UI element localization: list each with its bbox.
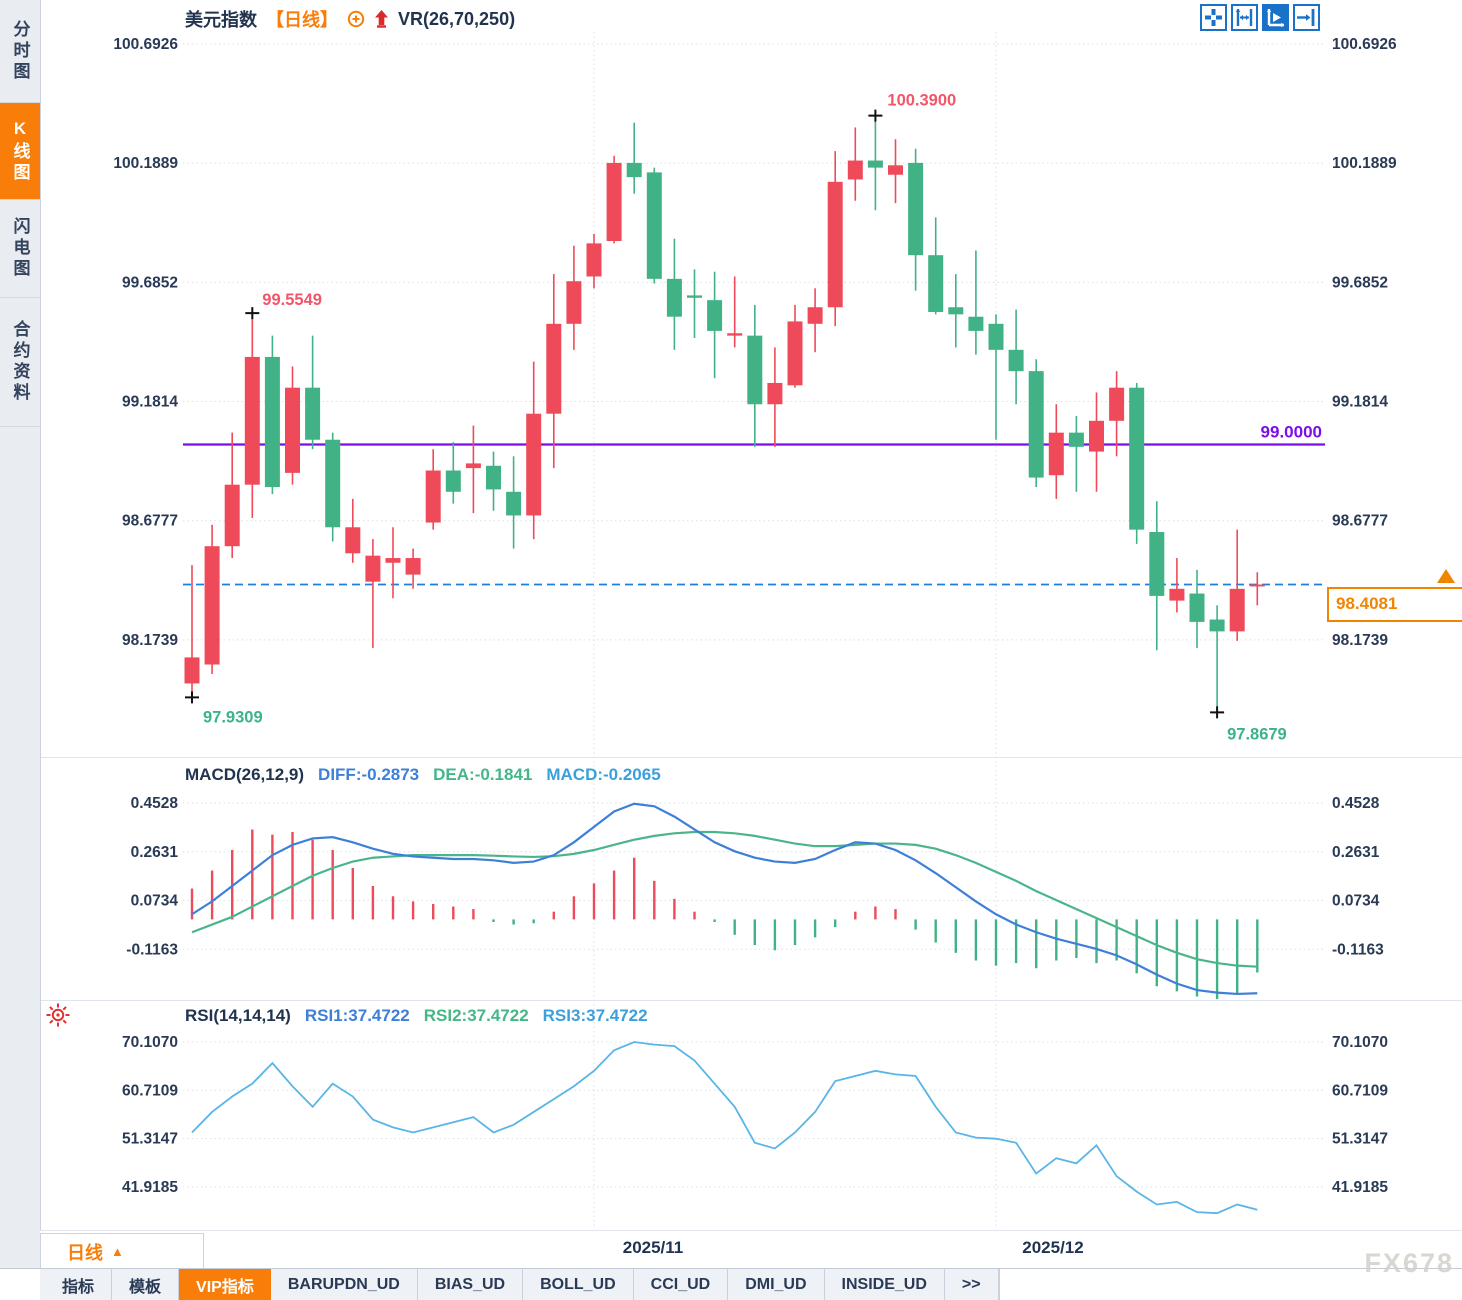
rsi-axis-label: 70.1070 xyxy=(1332,1034,1388,1051)
macd-axis-label: 0.0734 xyxy=(131,893,179,910)
tab-cci-ud[interactable]: CCI_UD xyxy=(634,1269,729,1300)
rsi-axis-label: 41.9185 xyxy=(122,1179,178,1196)
rsi-axis-label: 41.9185 xyxy=(1332,1179,1388,1196)
period-selector-button[interactable]: 日线 ▲ xyxy=(40,1233,204,1270)
price-axis-label: 98.1739 xyxy=(122,632,178,649)
price-up-arrow-icon xyxy=(1437,569,1455,583)
rsi-header: RSI(14,14,14) RSI1:37.4722 RSI2:37.4722 … xyxy=(185,1006,648,1026)
x-axis-row: 日线 ▲ 2025/11 2025/12 xyxy=(40,1230,1462,1270)
chart-canvas[interactable]: 99.0000 100.6926 100.6926 100.1889 100.1889 9… xyxy=(40,0,1462,1300)
macd-header: MACD(26,12,9) DIFF:-0.2873 DEA:-0.1841 M… xyxy=(185,765,661,785)
last-price-badge: 98.4081 xyxy=(1327,587,1462,622)
goto-latest-icon[interactable] xyxy=(1293,4,1320,31)
x-axis-label-nov: 2025/11 xyxy=(622,1238,684,1257)
rsi-axis-label: 60.7109 xyxy=(122,1082,178,1099)
price-axis-label: 98.1739 xyxy=(1332,632,1388,649)
macd-macd-value: MACD:-0.2065 xyxy=(546,765,661,784)
sidebar-item-contract-info[interactable]: 合约资料 xyxy=(0,298,40,427)
tab-dmi-ud[interactable]: DMI_UD xyxy=(728,1269,825,1300)
x-axis-label-dec: 2025/12 xyxy=(1022,1238,1084,1257)
swing-price-label: 100.3900 xyxy=(887,92,956,110)
macd-axis-label: 0.2631 xyxy=(131,844,179,861)
rsi-axis-label: 70.1070 xyxy=(122,1034,178,1051)
macd-name: MACD(26,12,9) xyxy=(185,765,305,784)
rsi-axis-label: 51.3147 xyxy=(122,1131,178,1148)
chart-title-row: 美元指数 【日线】 VR(26,70,250) xyxy=(185,6,515,32)
tab-bias-ud[interactable]: BIAS_UD xyxy=(418,1269,524,1300)
swing-cross-marker xyxy=(1210,706,1225,719)
tab-inside-ud[interactable]: INSIDE_UD xyxy=(825,1269,945,1300)
auto-scroll-icon[interactable] xyxy=(1262,4,1289,31)
macd-axis-label: 0.2631 xyxy=(1332,844,1380,861)
macd-dea-value: DEA:-0.1841 xyxy=(433,765,533,784)
add-indicator-icon[interactable] xyxy=(347,10,365,28)
period-tag: 【日线】 xyxy=(266,10,338,30)
price-axis-label: 98.6777 xyxy=(122,513,178,530)
rsi3-value: RSI3:37.4722 xyxy=(542,1006,648,1025)
caret-up-icon: ▲ xyxy=(111,1244,124,1259)
sidebar: 分时图 K线图 闪电图 合约资料 xyxy=(0,0,41,1230)
gridlines xyxy=(183,32,1325,1228)
swing-price-label: 97.8679 xyxy=(1227,725,1287,743)
chart-toolbar xyxy=(1200,4,1320,31)
watermark: FX678 xyxy=(1364,1248,1454,1278)
tab-boll-ud[interactable]: BOLL_UD xyxy=(523,1269,634,1300)
price-axis-label: 100.6926 xyxy=(1332,36,1397,53)
bottom-left-corner-2 xyxy=(0,1268,40,1300)
swing-price-label: 97.9309 xyxy=(203,708,263,726)
tab-bar-filler xyxy=(998,1269,1462,1300)
price-axis-label: 100.1889 xyxy=(1332,155,1397,172)
bottom-left-corner xyxy=(0,1230,40,1268)
rsi-axis-label: 60.7109 xyxy=(1332,1082,1388,1099)
tab-barupdn-ud[interactable]: BARUPDN_UD xyxy=(271,1269,418,1300)
swing-price-label: 99.5549 xyxy=(262,291,322,309)
swing-cross-marker xyxy=(245,307,260,320)
rsi-name: RSI(14,14,14) xyxy=(185,1006,291,1025)
x-scale-icon[interactable] xyxy=(1231,4,1258,31)
rsi1-value: RSI1:37.4722 xyxy=(304,1006,410,1025)
macd-diff-line xyxy=(191,802,1258,996)
tab-vip-indicators[interactable]: VIP指标 xyxy=(179,1269,271,1300)
swing-cross-marker xyxy=(868,109,883,122)
rsi-line xyxy=(191,1041,1258,1215)
indicator-tab-bar: 指标 模板 VIP指标 BARUPDN_UD BIAS_UD BOLL_UD C… xyxy=(40,1268,1462,1300)
macd-axis-label: 0.4528 xyxy=(1332,795,1380,812)
price-axis-label: 99.6852 xyxy=(1332,274,1388,291)
price-axis-label: 99.1814 xyxy=(1332,394,1388,411)
rsi-axis-label: 51.3147 xyxy=(1332,1131,1388,1148)
price-axis-label: 100.1889 xyxy=(113,155,178,172)
price-annotations: 99.5549 100.3900 97.9309 97.8679 xyxy=(185,92,1287,743)
sidebar-item-lightning-chart[interactable]: 闪电图 xyxy=(0,200,40,298)
price-axis-label: 99.6852 xyxy=(122,274,178,291)
crosshair-icon[interactable] xyxy=(1200,4,1227,31)
axis-labels: 100.6926 100.6926 100.1889 100.1889 99.6852 9… xyxy=(113,36,1397,1196)
macd-diff-value: DIFF:-0.2873 xyxy=(318,765,420,784)
tab-templates[interactable]: 模板 xyxy=(112,1269,180,1300)
symbol-name: 美元指数 xyxy=(185,10,257,30)
sidebar-item-kline-chart[interactable]: K线图 xyxy=(0,103,40,200)
tab-more[interactable]: >> xyxy=(945,1269,999,1300)
period-selector-label: 日线 xyxy=(67,1242,103,1263)
price-axis-label: 99.1814 xyxy=(122,394,178,411)
sun-marker-icon[interactable] xyxy=(44,1001,72,1034)
macd-axis-label: 0.4528 xyxy=(131,795,179,812)
macd-pane xyxy=(190,802,1259,1000)
candlesticks xyxy=(184,115,1265,713)
rsi2-value: RSI2:37.4722 xyxy=(423,1006,529,1025)
vr-indicator-label: VR(26,70,250) xyxy=(398,8,516,29)
macd-axis-label: 0.0734 xyxy=(1332,893,1380,910)
price-axis-label: 98.6777 xyxy=(1332,513,1388,530)
swing-cross-marker xyxy=(185,691,199,704)
macd-axis-label: -0.1163 xyxy=(126,941,178,958)
macd-dea-line xyxy=(191,830,1258,968)
rsi-pane xyxy=(191,1041,1258,1215)
trend-up-arrow-icon xyxy=(374,9,389,29)
macd-axis-label: -0.1163 xyxy=(1332,941,1384,958)
price-axis-label: 100.6926 xyxy=(113,36,178,53)
tab-indicators[interactable]: 指标 xyxy=(45,1269,113,1300)
sidebar-item-time-chart[interactable]: 分时图 xyxy=(0,0,40,103)
hline-price-label: 99.0000 xyxy=(1261,422,1322,441)
